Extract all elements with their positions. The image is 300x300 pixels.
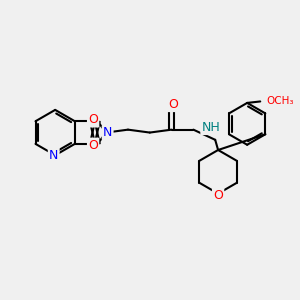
Text: O: O — [168, 98, 178, 111]
Text: OCH₃: OCH₃ — [267, 97, 294, 106]
Text: N: N — [103, 126, 112, 139]
Text: O: O — [88, 139, 98, 152]
Text: O: O — [213, 189, 223, 202]
Text: NH: NH — [202, 121, 220, 134]
Text: N: N — [49, 149, 58, 162]
Text: O: O — [88, 113, 98, 126]
